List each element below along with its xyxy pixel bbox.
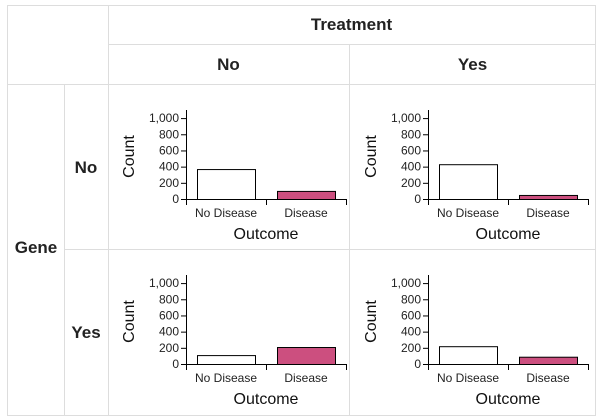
bar-disease [519, 356, 578, 366]
column-header-treatment: Treatment [310, 15, 393, 34]
column-level-yes: Yes [457, 54, 488, 74]
y-tick-label: 800 [401, 292, 421, 306]
chart-gene-no-treatment-no: 0 200 400 600 800 1,000 No Disease Disease Outco… [121, 110, 347, 243]
x-tick-label: Disease [284, 371, 328, 385]
y-tick-label: 800 [159, 292, 179, 306]
y-axis-title: Count [121, 135, 138, 178]
bar-disease [277, 190, 336, 200]
x-tick-label: Disease [284, 206, 328, 220]
x-tick-label: Disease [526, 371, 570, 385]
x-tick-label: No Disease [437, 371, 499, 385]
y-tick-label: 800 [159, 127, 179, 141]
bar-no-disease [197, 355, 256, 365]
chart-gene-yes-treatment-no: 0 200 400 600 800 1,000 No Disease Disease Outco… [121, 275, 347, 408]
x-axis-title: Outcome [476, 391, 541, 408]
bar-no-disease [197, 169, 256, 200]
x-axis-title: Outcome [234, 391, 299, 408]
row-level-no: No [74, 158, 98, 177]
row-level-yes: Yes [71, 323, 101, 342]
column-level-no: No [217, 54, 240, 74]
y-tick-label: 0 [414, 192, 421, 206]
x-tick-label: No Disease [195, 371, 257, 385]
y-tick-label: 600 [401, 308, 421, 322]
row-header-gene: Gene [14, 238, 58, 257]
y-tick-label: 400 [159, 325, 179, 339]
y-tick-label: 600 [159, 143, 179, 157]
y-tick-label: 200 [401, 176, 421, 190]
bar-disease [277, 347, 336, 366]
y-tick-label: 0 [172, 357, 179, 371]
y-tick-label: 1,000 [149, 111, 179, 125]
y-tick-label: 600 [159, 308, 179, 322]
y-tick-label: 1,000 [391, 111, 421, 125]
y-tick-label: 0 [172, 192, 179, 206]
y-tick-label: 400 [159, 160, 179, 174]
x-tick-label: No Disease [437, 206, 499, 220]
y-tick-label: 400 [401, 325, 421, 339]
y-axis-title: Count [363, 300, 380, 343]
y-tick-label: 0 [414, 357, 421, 371]
y-tick-label: 600 [401, 143, 421, 157]
y-tick-label: 1,000 [149, 276, 179, 290]
y-tick-label: 200 [159, 176, 179, 190]
x-axis-title: Outcome [476, 226, 541, 243]
bar-disease [519, 194, 578, 200]
y-axis-title: Count [121, 300, 138, 343]
y-tick-label: 800 [401, 127, 421, 141]
y-tick-label: 1,000 [391, 276, 421, 290]
bar-no-disease [439, 346, 498, 365]
chart-gene-no-treatment-yes: 0 200 400 600 800 1,000 No Disease Disease Outco… [363, 110, 589, 243]
y-tick-label: 400 [401, 160, 421, 174]
x-tick-label: No Disease [195, 206, 257, 220]
x-axis-title: Outcome [234, 226, 299, 243]
y-axis-title: Count [363, 135, 380, 178]
y-tick-label: 200 [159, 341, 179, 355]
chart-gene-yes-treatment-yes: 0 200 400 600 800 1,000 No Disease Disease Outco… [363, 275, 589, 408]
bar-no-disease [439, 164, 498, 200]
y-tick-label: 200 [401, 341, 421, 355]
x-tick-label: Disease [526, 206, 570, 220]
